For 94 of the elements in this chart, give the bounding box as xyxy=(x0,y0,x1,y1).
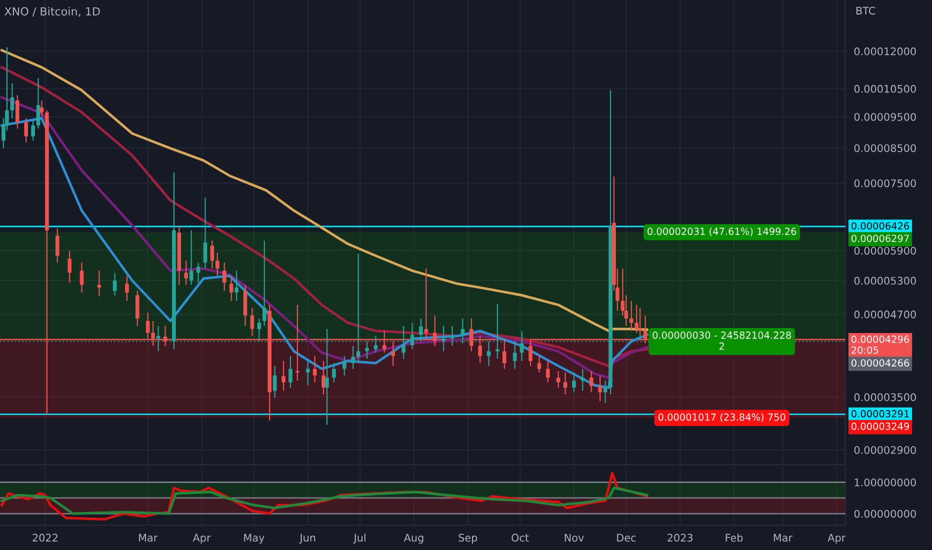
candlestick xyxy=(512,340,517,370)
annotation: 0.00002031 (47.61%) 1499.26 xyxy=(648,227,796,236)
x-tick-label: Dec xyxy=(617,534,636,542)
y-tick-label: 0.00010500 xyxy=(854,84,916,93)
candlestick xyxy=(520,330,524,362)
candlestick xyxy=(563,372,568,396)
candlestick xyxy=(306,360,310,386)
candlestick xyxy=(496,303,500,360)
candlestick xyxy=(135,290,140,326)
candlestick xyxy=(572,372,576,393)
x-tick-label: Nov xyxy=(564,534,584,542)
candlestick xyxy=(598,374,602,402)
candlestick xyxy=(546,360,550,383)
x-tick-label: Apr xyxy=(192,534,211,544)
candlestick xyxy=(402,325,406,360)
candlestick xyxy=(442,325,446,352)
y-tick-label: 1.00000000 xyxy=(854,478,916,486)
candlestick xyxy=(556,370,560,388)
y-tick-label: 0.00005300 xyxy=(854,276,916,285)
candlestick xyxy=(15,94,20,130)
candlestick xyxy=(203,197,208,270)
y-tick-label: 0.00004700 xyxy=(854,310,916,318)
ref-line-label: 0.00003291 xyxy=(852,410,909,418)
candlestick xyxy=(24,118,28,143)
annotation: 0.00000030 - 24582104.228 2 xyxy=(652,332,791,350)
candlestick xyxy=(638,307,642,337)
y-tick-label: 0.00008500 xyxy=(854,144,916,152)
candlestick xyxy=(257,318,262,342)
candlestick xyxy=(189,230,194,286)
candlestick xyxy=(634,304,639,334)
candlestick xyxy=(31,120,35,142)
candlestick xyxy=(216,252,220,276)
x-tick-label: Sep xyxy=(458,534,478,544)
candlestick xyxy=(374,335,378,354)
candlestick xyxy=(365,340,369,360)
candlestick xyxy=(419,318,423,342)
x-tick-label: Apr xyxy=(828,534,846,544)
ref-line-label: 0.00004296 20:05 xyxy=(852,336,910,354)
candlestick xyxy=(36,78,40,130)
x-tick-label: Mar xyxy=(774,534,793,542)
x-tick-label: Feb xyxy=(726,534,743,542)
line-series xyxy=(0,486,648,515)
y-tick-label: 0.00003500 xyxy=(854,393,916,402)
x-tick-label: Jun xyxy=(299,534,316,544)
candlestick xyxy=(312,356,317,383)
candlestick xyxy=(262,240,266,326)
candlestick xyxy=(342,356,346,376)
ref-line-label: 0.00004266 xyxy=(852,359,910,367)
candlestick xyxy=(537,356,542,374)
candlestick xyxy=(40,100,44,118)
candlestick xyxy=(589,370,594,393)
y-axis-title: BTC xyxy=(856,6,876,15)
x-tick-label: May xyxy=(244,534,264,544)
candlestick xyxy=(272,365,277,398)
candlestick xyxy=(68,250,72,284)
candlestick xyxy=(629,300,634,332)
candlestick xyxy=(10,82,14,119)
y-tick-label: 0.00005900 xyxy=(854,246,916,255)
candlestick xyxy=(184,260,188,286)
candlestick xyxy=(502,338,506,370)
y-tick-label: 0.00000000 xyxy=(854,510,916,518)
candlestick xyxy=(356,253,360,364)
text: XNO / Bitcoin, 1D xyxy=(4,6,100,17)
y-tick-label: 0.00007500 xyxy=(854,179,916,188)
candlestick xyxy=(325,328,329,426)
y-tick-label: 0.00002900 xyxy=(854,446,916,454)
x-tick-label: 2023 xyxy=(668,534,693,542)
candlestick xyxy=(282,360,286,392)
x-tick-label: Mar xyxy=(139,534,158,542)
x-tick-label: Aug xyxy=(404,534,424,544)
candlestick xyxy=(410,322,414,350)
band-label: 0.00003249 xyxy=(852,422,909,430)
candlestick xyxy=(80,262,84,294)
candlestick xyxy=(97,270,102,297)
candlestick xyxy=(55,228,60,264)
x-tick-label: Oct xyxy=(512,534,529,542)
candlestick xyxy=(580,368,585,392)
candlestick xyxy=(250,307,254,337)
candlestick xyxy=(222,262,226,292)
candlestick xyxy=(125,275,129,302)
candlestick xyxy=(234,270,238,302)
candlestick xyxy=(603,380,608,404)
candlestick xyxy=(322,360,326,396)
annotation: 0.00001017 (23.84%) 750 xyxy=(658,413,786,422)
candlestick xyxy=(288,356,292,388)
y-tick-label: 0.00009500 xyxy=(854,112,916,121)
x-tick-label: Jul xyxy=(353,534,366,544)
candlestick xyxy=(351,345,355,370)
y-tick-label: 0.00012000 xyxy=(854,47,916,56)
ref-line-label: 0.00006426 xyxy=(852,222,910,230)
candlestick xyxy=(112,272,117,296)
candlestick xyxy=(332,362,336,383)
band-label: 0.00006297 xyxy=(852,234,909,242)
x-tick-label: 2022 xyxy=(32,534,58,542)
